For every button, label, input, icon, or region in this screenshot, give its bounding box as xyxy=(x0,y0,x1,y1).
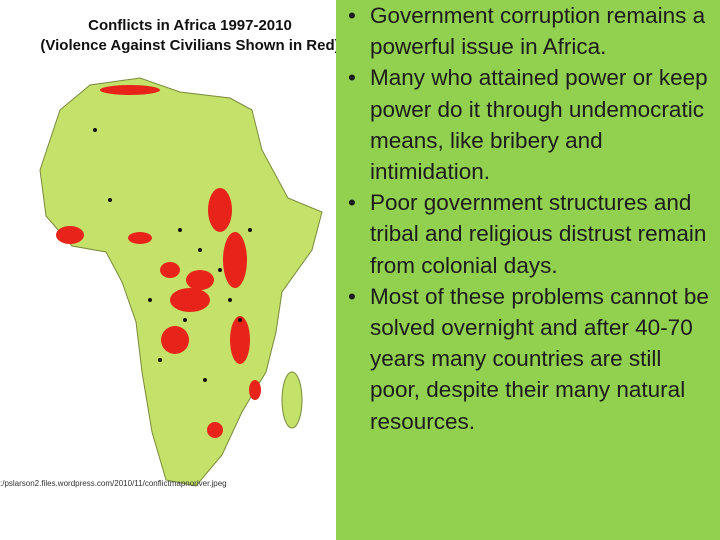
text-panel: Government corruption remains a powerful… xyxy=(336,0,720,540)
violence-markers xyxy=(56,85,261,438)
conflict-markers xyxy=(93,128,252,382)
madagascar xyxy=(281,371,303,429)
conflict-map: Conflicts in Africa 1997-2010 (Violence … xyxy=(0,0,336,540)
bullet-list: Government corruption remains a powerful… xyxy=(336,0,720,437)
bullet: Government corruption remains a powerful… xyxy=(348,0,714,62)
map-source: :/pslarson2.files.wordpress.com/2010/11/… xyxy=(0,479,227,488)
map-subtitle: (Violence Against Civilians Shown in Red… xyxy=(40,37,336,54)
bullet: Poor government structures and tribal an… xyxy=(348,187,714,281)
map-title: Conflicts in Africa 1997-2010 xyxy=(88,17,292,34)
bullet: Many who attained power or keep power do… xyxy=(348,62,714,187)
bullet: Most of these problems cannot be solved … xyxy=(348,281,714,437)
